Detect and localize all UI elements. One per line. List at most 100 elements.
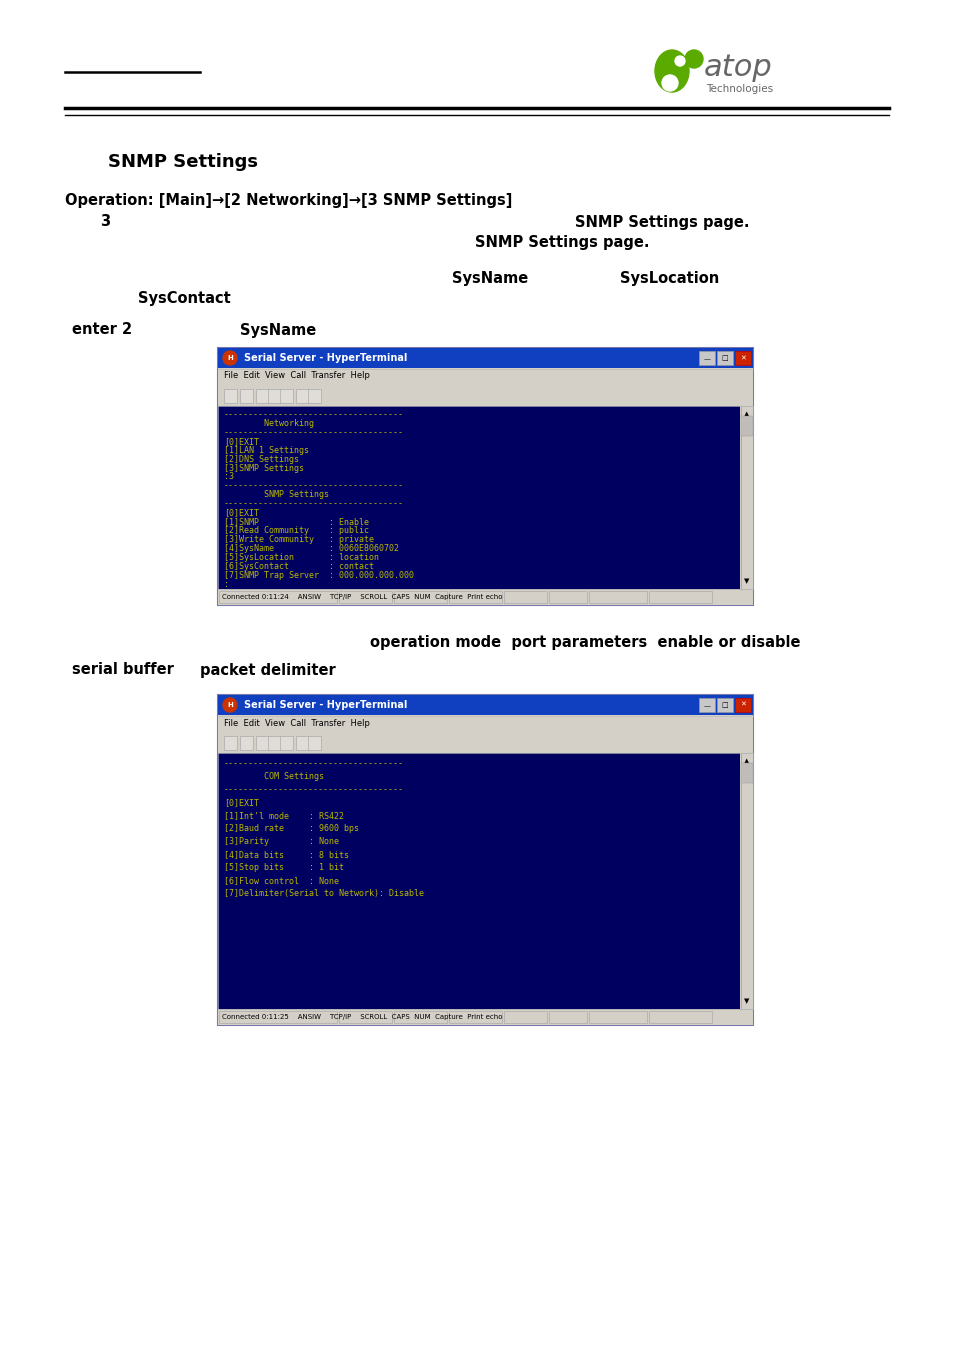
Text: operation mode  port parameters  enable or disable: operation mode port parameters enable or…: [370, 636, 800, 651]
Text: packet delimiter: packet delimiter: [200, 663, 335, 678]
Text: [2]Read Community    : public: [2]Read Community : public: [224, 526, 369, 535]
Text: ✕: ✕: [740, 702, 745, 707]
Text: [3]SNMP Settings: [3]SNMP Settings: [224, 463, 304, 472]
Text: [3]Write Community   : private: [3]Write Community : private: [224, 535, 374, 544]
Text: SNMP Settings page.: SNMP Settings page.: [575, 215, 749, 230]
Bar: [394, 1011, 447, 1023]
Bar: [648, 591, 711, 603]
Bar: [717, 351, 732, 364]
Text: —: —: [702, 356, 710, 362]
Bar: [218, 348, 752, 369]
Bar: [268, 389, 281, 404]
Bar: [219, 1011, 336, 1023]
Bar: [218, 383, 752, 406]
Text: ▼: ▼: [743, 578, 749, 585]
Bar: [734, 351, 750, 364]
Text: SysLocation: SysLocation: [619, 270, 719, 285]
Bar: [240, 389, 253, 404]
Text: [4]Data bits     : 8 bits: [4]Data bits : 8 bits: [224, 850, 349, 859]
Text: Serial Server - HyperTerminal: Serial Server - HyperTerminal: [244, 352, 407, 363]
Bar: [224, 736, 236, 751]
Bar: [218, 730, 752, 753]
Bar: [308, 389, 320, 404]
Text: H: H: [227, 702, 233, 707]
Bar: [740, 763, 752, 783]
Bar: [588, 591, 646, 603]
Bar: [255, 736, 269, 751]
Bar: [219, 591, 336, 603]
Text: Connected 0:11:25    ANSIW    TCP/IP    SCROLL  CAPS  NUM  Capture  Print echo: Connected 0:11:25 ANSIW TCP/IP SCROLL CA…: [222, 1014, 502, 1021]
Bar: [588, 1011, 646, 1023]
Bar: [740, 416, 752, 436]
Bar: [295, 389, 309, 404]
Text: :: :: [224, 579, 229, 589]
Text: Serial Server - HyperTerminal: Serial Server - HyperTerminal: [244, 701, 407, 710]
Bar: [338, 1011, 392, 1023]
Text: ------------------------------------: ------------------------------------: [224, 759, 403, 768]
Bar: [699, 698, 714, 711]
Bar: [218, 589, 752, 605]
Text: [4]SysName           : 0060E8060702: [4]SysName : 0060E8060702: [224, 544, 398, 554]
Text: [5]SysLocation       : location: [5]SysLocation : location: [224, 552, 378, 562]
Text: [5]Stop bits     : 1 bit: [5]Stop bits : 1 bit: [224, 863, 344, 872]
Circle shape: [223, 698, 236, 711]
Text: [7]SNMP Trap Server  : 000.000.000.000: [7]SNMP Trap Server : 000.000.000.000: [224, 571, 414, 579]
Text: File  Edit  View  Call  Transfer  Help: File Edit View Call Transfer Help: [224, 718, 370, 728]
Ellipse shape: [655, 50, 688, 92]
Bar: [218, 369, 752, 383]
Text: Operation: [Main]→[2 Networking]→[3 SNMP Settings]: Operation: [Main]→[2 Networking]→[3 SNMP…: [65, 193, 512, 208]
Circle shape: [223, 351, 236, 364]
Bar: [218, 695, 752, 716]
Bar: [255, 389, 269, 404]
Text: [0]EXIT: [0]EXIT: [224, 508, 258, 517]
Bar: [548, 591, 586, 603]
Text: □: □: [720, 355, 727, 360]
Text: ------------------------------------: ------------------------------------: [224, 410, 403, 418]
Text: [0]EXIT: [0]EXIT: [224, 798, 258, 807]
Text: :3: :3: [224, 472, 233, 482]
Text: enter 2: enter 2: [71, 323, 132, 338]
Bar: [280, 389, 293, 404]
Text: [6]SysContact        : contact: [6]SysContact : contact: [224, 562, 374, 571]
Bar: [503, 591, 546, 603]
Text: Connected 0:11:24    ANSIW    TCP/IP    SCROLL  CAPS  NUM  Capture  Print echo: Connected 0:11:24 ANSIW TCP/IP SCROLL CA…: [222, 594, 502, 599]
Text: File  Edit  View  Call  Transfer  Help: File Edit View Call Transfer Help: [224, 371, 370, 381]
Text: [2]Baud rate     : 9600 bps: [2]Baud rate : 9600 bps: [224, 824, 358, 833]
Bar: [268, 736, 281, 751]
Bar: [548, 1011, 586, 1023]
Bar: [449, 1011, 501, 1023]
Text: SysContact: SysContact: [138, 290, 231, 305]
Bar: [308, 736, 320, 751]
Bar: [338, 591, 392, 603]
Text: H: H: [227, 355, 233, 360]
Ellipse shape: [675, 55, 684, 66]
Text: —: —: [702, 703, 710, 709]
Text: SysName: SysName: [240, 323, 315, 338]
Text: ▲: ▲: [743, 410, 749, 417]
Text: SNMP Settings: SNMP Settings: [108, 153, 257, 171]
Text: ▼: ▼: [743, 998, 749, 1004]
Text: ✕: ✕: [740, 355, 745, 360]
Bar: [648, 1011, 711, 1023]
Bar: [449, 591, 501, 603]
Text: [1]SNMP              : Enable: [1]SNMP : Enable: [224, 517, 369, 526]
Text: [2]DNS Settings: [2]DNS Settings: [224, 455, 298, 463]
Bar: [394, 591, 447, 603]
Bar: [218, 348, 752, 605]
Text: atop: atop: [703, 53, 772, 81]
Text: ------------------------------------: ------------------------------------: [224, 482, 403, 490]
Text: [1]Int'l mode    : RS422: [1]Int'l mode : RS422: [224, 811, 344, 819]
Bar: [740, 406, 752, 589]
Bar: [740, 753, 752, 1008]
Bar: [224, 389, 236, 404]
Text: [7]Delimiter(Serial to Network): Disable: [7]Delimiter(Serial to Network): Disable: [224, 890, 423, 898]
Text: Technologies: Technologies: [705, 84, 772, 95]
Text: 3: 3: [100, 215, 110, 230]
Bar: [503, 1011, 546, 1023]
Text: ▲: ▲: [743, 757, 749, 764]
Bar: [218, 1008, 752, 1025]
Text: serial buffer: serial buffer: [71, 663, 173, 678]
Text: □: □: [720, 702, 727, 707]
Text: ------------------------------------: ------------------------------------: [224, 500, 403, 508]
Ellipse shape: [684, 50, 702, 68]
